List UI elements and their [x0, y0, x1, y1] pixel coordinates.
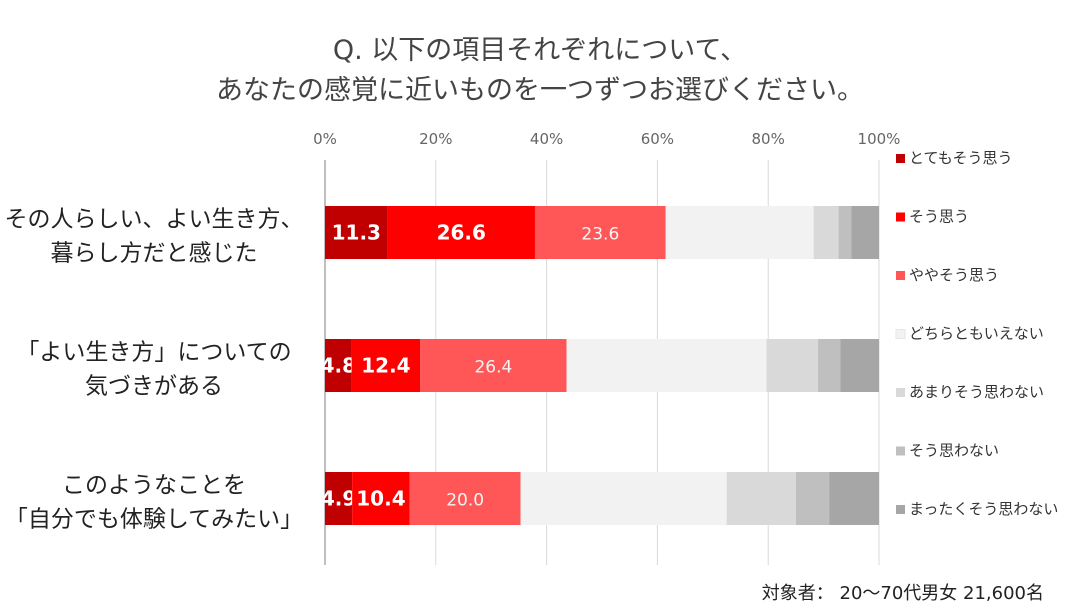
bar-segment: [534, 206, 666, 259]
x-tick-label: 100%: [858, 130, 901, 148]
bar-segment: [766, 339, 819, 392]
category-label: 気づきがある: [85, 374, 223, 400]
bar-segment: [520, 472, 727, 525]
bar-segment: [818, 339, 841, 392]
chart-title-line-2: あなたの感覚に近いものを一つずつお選びください。: [216, 75, 864, 106]
bar-segment: [566, 339, 767, 392]
bar-segment: [813, 206, 839, 259]
bar-segment: [387, 206, 535, 259]
legend-label: どちらともいえない: [909, 325, 1044, 343]
legend-label: ややそう思う: [909, 266, 999, 284]
bar-segment: [351, 339, 421, 392]
data-label: 26.4: [474, 358, 512, 378]
x-tick-label: 60%: [641, 130, 674, 148]
data-label: 4.8: [321, 354, 356, 378]
legend-label: とてもそう思う: [909, 149, 1013, 167]
data-label: 12.4: [361, 354, 410, 378]
bar-segment: [325, 472, 353, 525]
bar-segment: [851, 206, 879, 259]
data-label: 23.6: [581, 225, 619, 245]
legend-swatch: [896, 505, 905, 514]
bar-segment: [726, 472, 796, 525]
data-label: 26.6: [437, 221, 486, 245]
category-label: このようなことを: [62, 473, 246, 499]
bar-segment: [325, 206, 388, 259]
category-label: 「よい生き方」についての: [16, 340, 291, 366]
x-tick-label: 40%: [530, 130, 563, 148]
bar-segment: [420, 339, 567, 392]
bar-segment: [665, 206, 814, 259]
bar-segment: [409, 472, 521, 525]
chart-title-line-1: Q. 以下の項目それぞれについて、: [332, 35, 748, 66]
x-tick-label: 80%: [752, 130, 785, 148]
data-label: 10.4: [356, 487, 405, 511]
category-label: その人らしい、よい生き方、: [5, 207, 304, 233]
x-tick-label: 0%: [313, 130, 337, 148]
legend-swatch: [896, 212, 905, 222]
legend-label: そう思わない: [909, 442, 999, 460]
legend-label: あまりそう思わない: [909, 383, 1044, 401]
legend-swatch: [896, 154, 905, 163]
legend-label: そう思う: [909, 208, 969, 226]
bar-segment: [352, 472, 410, 525]
legend-swatch: [895, 329, 906, 339]
legend-swatch: [896, 388, 905, 397]
respondents-note: 対象者： 20〜70代男女 21,600名: [761, 583, 1044, 604]
data-label: 4.9: [321, 487, 356, 511]
bar-segment: [325, 339, 352, 392]
data-label: 11.3: [332, 221, 381, 245]
category-label: 「自分でも体験してみたい」: [5, 507, 303, 533]
data-label: 20.0: [446, 491, 484, 511]
x-tick-label: 20%: [419, 130, 452, 148]
category-label: 暮らし方だと感じた: [51, 241, 258, 267]
bar-segment: [838, 206, 852, 259]
legend-swatch: [896, 446, 905, 456]
bar-segment: [840, 339, 879, 392]
legend-swatch: [896, 271, 905, 280]
bar-segment: [829, 472, 879, 525]
legend-label: まったくそう思わない: [909, 500, 1058, 518]
bar-segment: [795, 472, 830, 525]
